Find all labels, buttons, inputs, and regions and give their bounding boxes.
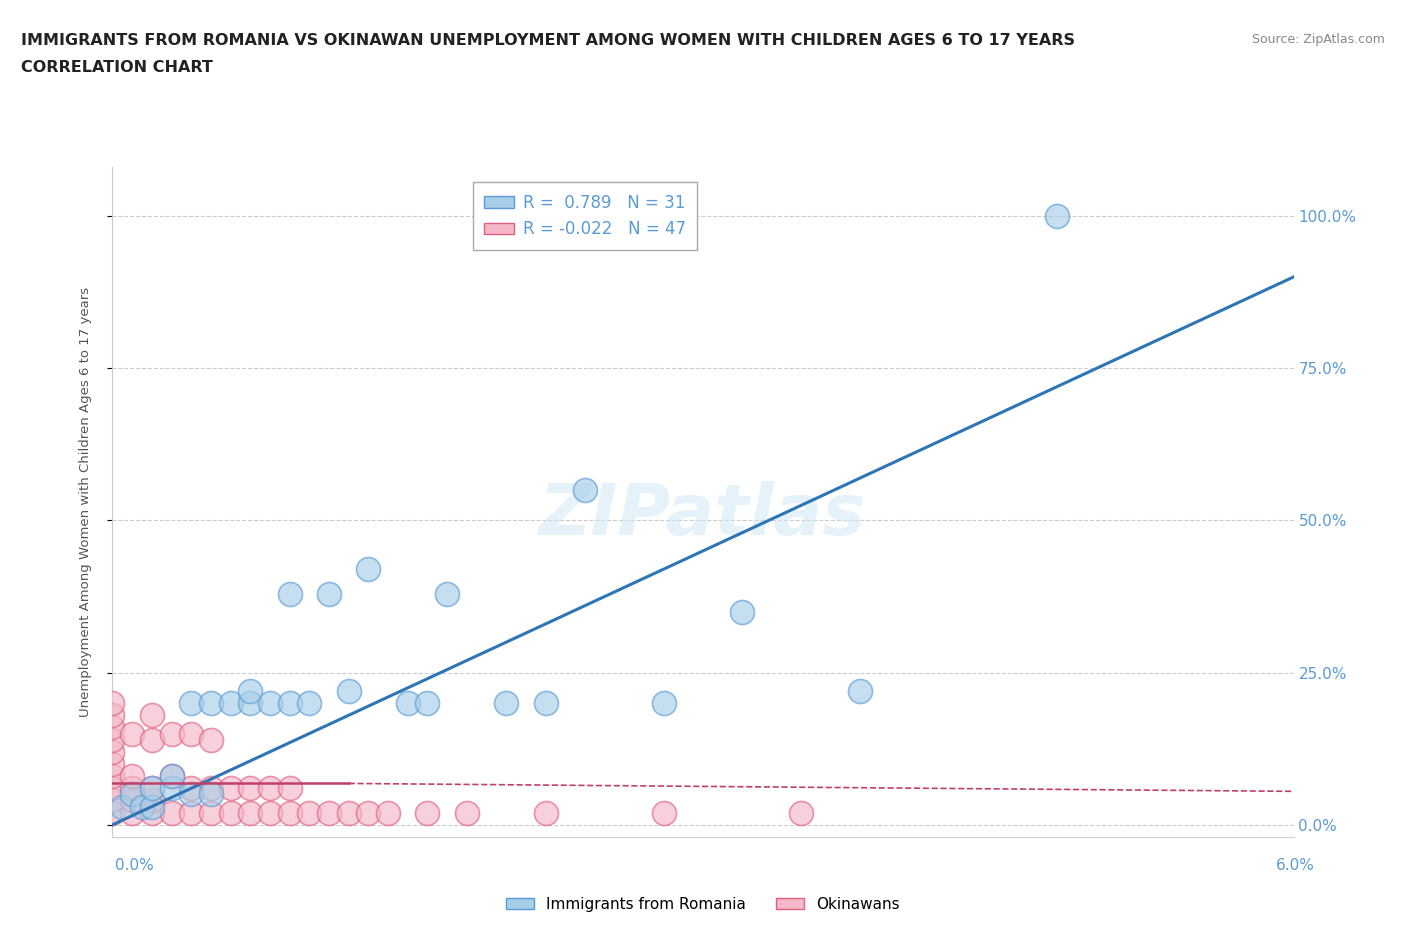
Point (278, 805, 301, 820)
Point (337, 684, 360, 698)
Point (180, 781, 202, 796)
Point (180, 726, 202, 741)
Point (849, 684, 872, 698)
Text: Source: ZipAtlas.com: Source: ZipAtlas.com (1251, 33, 1385, 46)
Point (160, 769, 183, 784)
Point (1046, 208, 1069, 223)
Text: CORRELATION CHART: CORRELATION CHART (21, 60, 212, 75)
Point (219, 696, 242, 711)
Point (318, 805, 340, 820)
Point (790, 805, 813, 820)
Point (534, 696, 557, 711)
Point (239, 805, 262, 820)
Point (141, 781, 163, 796)
Legend: Immigrants from Romania, Okinawans: Immigrants from Romania, Okinawans (501, 891, 905, 918)
Point (141, 799, 163, 814)
Point (101, 769, 124, 784)
Legend: R =  0.789   N = 31, R = -0.022   N = 47: R = 0.789 N = 31, R = -0.022 N = 47 (472, 182, 697, 250)
Point (416, 696, 439, 711)
Point (239, 781, 262, 796)
Point (534, 805, 557, 820)
Point (101, 732, 124, 747)
Point (141, 793, 163, 808)
Point (160, 726, 183, 741)
Text: 6.0%: 6.0% (1275, 857, 1315, 872)
Point (160, 781, 183, 796)
Point (101, 744, 124, 759)
Point (278, 586, 301, 601)
Point (180, 696, 202, 711)
Y-axis label: Unemployment Among Women with Children Ages 6 to 17 years: Unemployment Among Women with Children A… (79, 287, 91, 717)
Point (278, 696, 301, 711)
Point (111, 799, 134, 814)
Point (101, 781, 124, 796)
Point (121, 726, 143, 741)
Point (357, 805, 380, 820)
Text: ZIPatlas: ZIPatlas (540, 481, 866, 550)
Point (652, 696, 675, 711)
Point (259, 805, 281, 820)
Point (278, 781, 301, 796)
Point (396, 696, 419, 711)
Point (160, 805, 183, 820)
Point (101, 793, 124, 808)
Point (436, 586, 458, 601)
Point (219, 781, 242, 796)
Point (219, 805, 242, 820)
Point (298, 805, 321, 820)
Point (141, 732, 163, 747)
Point (141, 708, 163, 723)
Point (131, 799, 153, 814)
Point (101, 720, 124, 735)
Point (495, 696, 517, 711)
Point (141, 805, 163, 820)
Point (101, 756, 124, 771)
Point (101, 708, 124, 723)
Text: IMMIGRANTS FROM ROMANIA VS OKINAWAN UNEMPLOYMENT AMONG WOMEN WITH CHILDREN AGES : IMMIGRANTS FROM ROMANIA VS OKINAWAN UNEM… (21, 33, 1076, 47)
Point (456, 805, 478, 820)
Point (121, 781, 143, 796)
Point (121, 793, 143, 808)
Point (121, 805, 143, 820)
Point (200, 781, 222, 796)
Point (239, 696, 262, 711)
Point (259, 781, 281, 796)
Point (318, 586, 340, 601)
Point (101, 805, 124, 820)
Point (574, 483, 596, 498)
Point (160, 769, 183, 784)
Point (416, 805, 439, 820)
Point (298, 696, 321, 711)
Point (652, 805, 675, 820)
Point (180, 787, 202, 802)
Point (731, 604, 754, 619)
Point (337, 805, 360, 820)
Point (101, 696, 124, 711)
Point (377, 805, 399, 820)
Point (259, 696, 281, 711)
Text: 0.0%: 0.0% (115, 857, 155, 872)
Point (121, 787, 143, 802)
Point (121, 769, 143, 784)
Point (200, 732, 222, 747)
Point (200, 696, 222, 711)
Point (141, 781, 163, 796)
Point (180, 805, 202, 820)
Point (239, 684, 262, 698)
Point (357, 562, 380, 577)
Point (200, 805, 222, 820)
Point (200, 787, 222, 802)
